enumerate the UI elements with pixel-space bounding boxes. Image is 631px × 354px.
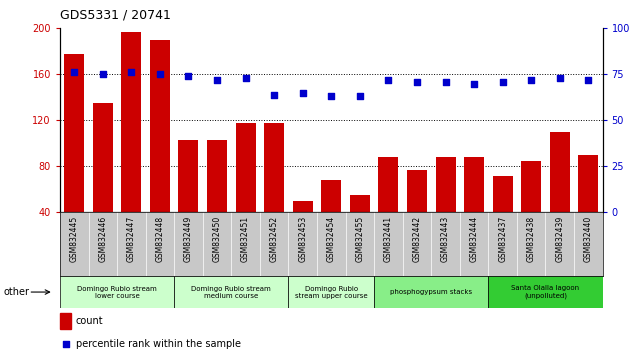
Text: count: count <box>76 316 103 326</box>
Bar <box>379 157 398 258</box>
Text: Domingo Rubio stream
lower course: Domingo Rubio stream lower course <box>77 286 157 298</box>
Point <box>469 81 479 86</box>
Bar <box>150 40 170 258</box>
Point <box>240 75 251 81</box>
Bar <box>321 180 341 258</box>
Text: GSM832447: GSM832447 <box>127 216 136 262</box>
Bar <box>550 132 570 258</box>
Text: GSM832440: GSM832440 <box>584 216 593 262</box>
Text: GDS5331 / 20741: GDS5331 / 20741 <box>60 8 171 21</box>
Text: phosphogypsum stacks: phosphogypsum stacks <box>390 289 472 295</box>
Point <box>526 77 536 83</box>
Point <box>498 79 508 85</box>
Text: GSM832437: GSM832437 <box>498 216 507 262</box>
Text: Santa Olalla lagoon
(unpolluted): Santa Olalla lagoon (unpolluted) <box>511 285 579 299</box>
Text: percentile rank within the sample: percentile rank within the sample <box>76 339 240 349</box>
Bar <box>488 276 603 308</box>
Text: GSM832442: GSM832442 <box>413 216 422 262</box>
Text: GSM832450: GSM832450 <box>213 216 221 262</box>
Bar <box>374 276 488 308</box>
Bar <box>264 123 284 258</box>
Text: GSM832453: GSM832453 <box>298 216 307 262</box>
Point <box>384 77 394 83</box>
Point <box>412 79 422 85</box>
Point <box>440 79 451 85</box>
Bar <box>174 276 288 308</box>
Bar <box>60 276 174 308</box>
Text: GSM832443: GSM832443 <box>441 216 450 262</box>
Text: GSM832441: GSM832441 <box>384 216 393 262</box>
Point <box>69 70 80 75</box>
Bar <box>293 201 313 258</box>
Bar <box>464 157 484 258</box>
Text: GSM832455: GSM832455 <box>355 216 364 262</box>
Point <box>126 70 136 75</box>
Bar <box>93 103 113 258</box>
Point <box>212 77 222 83</box>
Point <box>184 73 194 79</box>
Bar <box>350 195 370 258</box>
Bar <box>435 157 456 258</box>
Text: GSM832446: GSM832446 <box>98 216 107 262</box>
Bar <box>579 155 598 258</box>
Text: Domingo Rubio
stream upper course: Domingo Rubio stream upper course <box>295 286 368 298</box>
Text: GSM832448: GSM832448 <box>155 216 165 262</box>
Point <box>298 90 308 96</box>
Bar <box>60 313 71 329</box>
Bar <box>64 53 84 258</box>
Text: GSM832445: GSM832445 <box>70 216 79 262</box>
Text: GSM832449: GSM832449 <box>184 216 193 262</box>
Bar <box>521 161 541 258</box>
Point <box>583 77 593 83</box>
Bar <box>288 276 374 308</box>
Text: GSM832438: GSM832438 <box>527 216 536 262</box>
Point <box>269 92 279 97</box>
Point <box>98 72 108 77</box>
Point <box>155 72 165 77</box>
Bar <box>235 123 256 258</box>
Bar <box>207 140 227 258</box>
Point <box>326 93 336 99</box>
Bar <box>493 176 512 258</box>
Bar <box>179 140 199 258</box>
Bar <box>121 32 141 258</box>
Bar <box>407 170 427 258</box>
Text: GSM832439: GSM832439 <box>555 216 564 262</box>
Text: GSM832454: GSM832454 <box>327 216 336 262</box>
Point <box>61 341 71 347</box>
Text: GSM832444: GSM832444 <box>469 216 478 262</box>
Point <box>355 93 365 99</box>
Text: other: other <box>3 287 29 297</box>
Text: Domingo Rubio stream
medium course: Domingo Rubio stream medium course <box>191 286 271 298</box>
Point <box>555 75 565 81</box>
Text: GSM832451: GSM832451 <box>241 216 250 262</box>
Text: GSM832452: GSM832452 <box>269 216 279 262</box>
